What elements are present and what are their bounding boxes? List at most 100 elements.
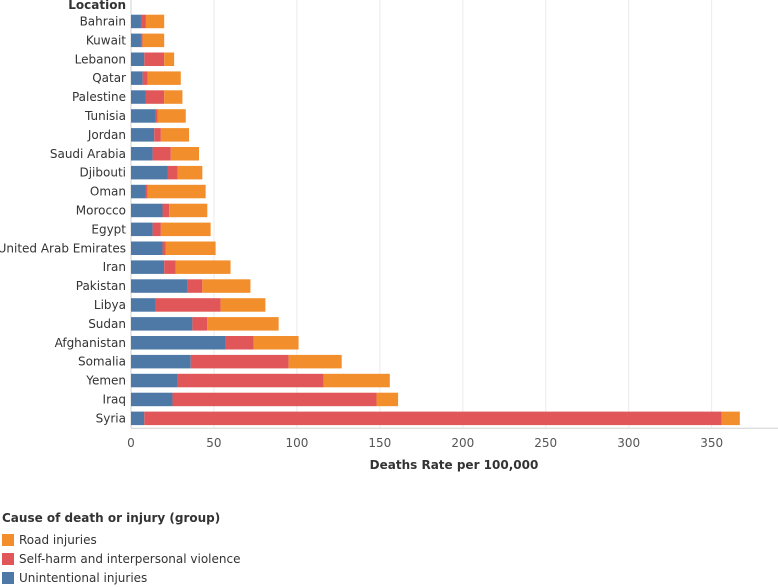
bar-egypt-self-harm-and-interpersonal-violence: [152, 222, 161, 237]
bar-palestine-road-injuries: [164, 90, 183, 104]
x-tick-label-150: 150: [368, 436, 391, 450]
category-label-oman: Oman: [90, 185, 126, 199]
bar-saudi-arabia-road-injuries: [170, 147, 200, 161]
category-label-lebanon: Lebanon: [75, 52, 126, 66]
legend-label-unintentional-injuries: Unintentional injuries: [19, 570, 148, 585]
bar-oman-self-harm-and-interpersonal-violence: [145, 184, 148, 199]
bar-iraq-unintentional-injuries: [131, 392, 173, 407]
bar-djibouti-road-injuries: [177, 165, 203, 180]
bar-pakistan-self-harm-and-interpersonal-violence: [187, 279, 203, 293]
category-label-egypt: Egypt: [91, 222, 126, 236]
bar-yemen-self-harm-and-interpersonal-violence: [177, 373, 324, 388]
bar-pakistan-road-injuries: [202, 279, 251, 293]
legend-label-road-injuries: Road injuries: [19, 532, 97, 547]
chart-area: Location Bahrain Kuwait Lebanon Qatar Palesti…: [0, 0, 778, 472]
bar-palestine-unintentional-injuries: [131, 90, 146, 104]
legend-swatch-road-injuries: [2, 533, 14, 546]
bar-morocco-unintentional-injuries: [131, 203, 163, 218]
bar-somalia-road-injuries: [288, 354, 342, 369]
bar-lebanon-road-injuries: [164, 52, 175, 66]
bar-kuwait-self-harm-and-interpersonal-violence: [140, 33, 143, 48]
bar-libya-unintentional-injuries: [131, 298, 156, 312]
category-label-qatar: Qatar: [92, 71, 126, 85]
category-label-libya: Libya: [94, 298, 126, 312]
legend-item-self-harm[interactable]: Self-harm and interpersonal violence: [2, 549, 402, 568]
stacked-bar-chart: Location Bahrain Kuwait Lebanon Qatar Palesti…: [0, 0, 778, 472]
bar-bahrain-self-harm-and-interpersonal-violence: [140, 14, 146, 29]
bar-iran-road-injuries: [175, 260, 231, 274]
bar-lebanon-self-harm-and-interpersonal-violence: [144, 52, 165, 66]
bar-yemen-road-injuries: [323, 373, 390, 388]
bar-syria-road-injuries: [721, 411, 740, 426]
bar-sudan-unintentional-injuries: [131, 317, 193, 331]
bar-libya-road-injuries: [220, 298, 266, 312]
category-label-united-arab-emirates: United Arab Emirates: [0, 241, 126, 255]
bar-jordan-road-injuries: [160, 128, 190, 142]
legend-label-self-harm: Self-harm and interpersonal violence: [19, 551, 241, 566]
bar-united-arab-emirates-unintentional-injuries: [131, 241, 163, 255]
x-tick-label-0: 0: [127, 436, 135, 450]
bar-iran-unintentional-injuries: [131, 260, 165, 274]
bar-united-arab-emirates-self-harm-and-interpersonal-violence: [162, 241, 166, 255]
bar-egypt-unintentional-injuries: [131, 222, 153, 237]
legend-item-unintentional-injuries[interactable]: Unintentional injuries: [2, 568, 402, 587]
bar-syria-self-harm-and-interpersonal-violence: [144, 411, 722, 426]
bar-morocco-self-harm-and-interpersonal-violence: [162, 203, 170, 218]
bar-tunisia-road-injuries: [157, 109, 186, 123]
category-label-pakistan: Pakistan: [76, 279, 126, 293]
category-label-syria: Syria: [96, 411, 126, 425]
category-label-sudan: Sudan: [88, 317, 126, 331]
bar-iran-self-harm-and-interpersonal-violence: [164, 260, 176, 274]
x-axis-title: Deaths Rate per 100,000: [370, 458, 539, 472]
bar-pakistan-unintentional-injuries: [131, 279, 188, 293]
category-label-djibouti: Djibouti: [79, 166, 126, 180]
bar-djibouti-self-harm-and-interpersonal-violence: [167, 165, 178, 180]
x-tick-label-200: 200: [451, 436, 474, 450]
bar-afghanistan-self-harm-and-interpersonal-violence: [225, 336, 254, 350]
category-label-afghanistan: Afghanistan: [55, 336, 126, 350]
bar-jordan-self-harm-and-interpersonal-violence: [154, 128, 161, 142]
bar-saudi-arabia-unintentional-injuries: [131, 147, 153, 161]
legend-swatch-unintentional-injuries: [2, 571, 14, 584]
legend-title: Cause of death or injury (group): [2, 511, 221, 525]
chart-svg: Location Bahrain Kuwait Lebanon Qatar Palesti…: [0, 0, 778, 472]
x-tick-label-350: 350: [700, 436, 723, 450]
bar-united-arab-emirates-road-injuries: [165, 241, 216, 255]
bar-sudan-road-injuries: [207, 317, 279, 331]
legend-swatch-self-harm: [2, 552, 14, 565]
bar-saudi-arabia-self-harm-and-interpersonal-violence: [152, 147, 171, 161]
bar-lebanon-unintentional-injuries: [131, 52, 145, 66]
x-tick-label-300: 300: [617, 436, 640, 450]
category-label-somalia: Somalia: [78, 355, 126, 369]
category-label-palestine: Palestine: [72, 90, 126, 104]
bar-bahrain-road-injuries: [145, 14, 165, 29]
category-label-bahrain: Bahrain: [80, 14, 126, 28]
bar-tunisia-unintentional-injuries: [131, 109, 156, 123]
bar-afghanistan-unintentional-injuries: [131, 336, 226, 350]
category-label-yemen: Yemen: [85, 374, 126, 388]
legend-item-road-injuries[interactable]: Road injuries: [2, 530, 402, 549]
bar-oman-unintentional-injuries: [131, 184, 146, 199]
category-label-saudi-arabia: Saudi Arabia: [50, 147, 126, 161]
legend: Cause of death or injury (group) Road in…: [2, 511, 402, 587]
bar-egypt-road-injuries: [160, 222, 211, 237]
category-label-morocco: Morocco: [76, 203, 126, 217]
bar-yemen-unintentional-injuries: [131, 373, 178, 388]
category-label-tunisia: Tunisia: [84, 109, 126, 123]
bar-kuwait-unintentional-injuries: [131, 33, 141, 48]
bar-morocco-road-injuries: [169, 203, 208, 218]
bar-bahrain-unintentional-injuries: [131, 14, 141, 29]
bar-palestine-self-harm-and-interpersonal-violence: [145, 90, 165, 104]
bar-iraq-road-injuries: [376, 392, 399, 407]
x-tick-label-50: 50: [206, 436, 221, 450]
bar-libya-self-harm-and-interpersonal-violence: [155, 298, 221, 312]
category-label-iraq: Iraq: [103, 392, 126, 406]
x-tick-label-250: 250: [534, 436, 557, 450]
bar-sudan-self-harm-and-interpersonal-violence: [192, 317, 208, 331]
y-axis-header: Location: [68, 0, 126, 12]
category-label-jordan: Jordan: [87, 128, 126, 142]
bar-qatar-unintentional-injuries: [131, 71, 143, 85]
bar-somalia-self-harm-and-interpersonal-violence: [190, 354, 289, 369]
bar-kuwait-road-injuries: [142, 33, 165, 48]
bar-syria-unintentional-injuries: [131, 411, 145, 426]
